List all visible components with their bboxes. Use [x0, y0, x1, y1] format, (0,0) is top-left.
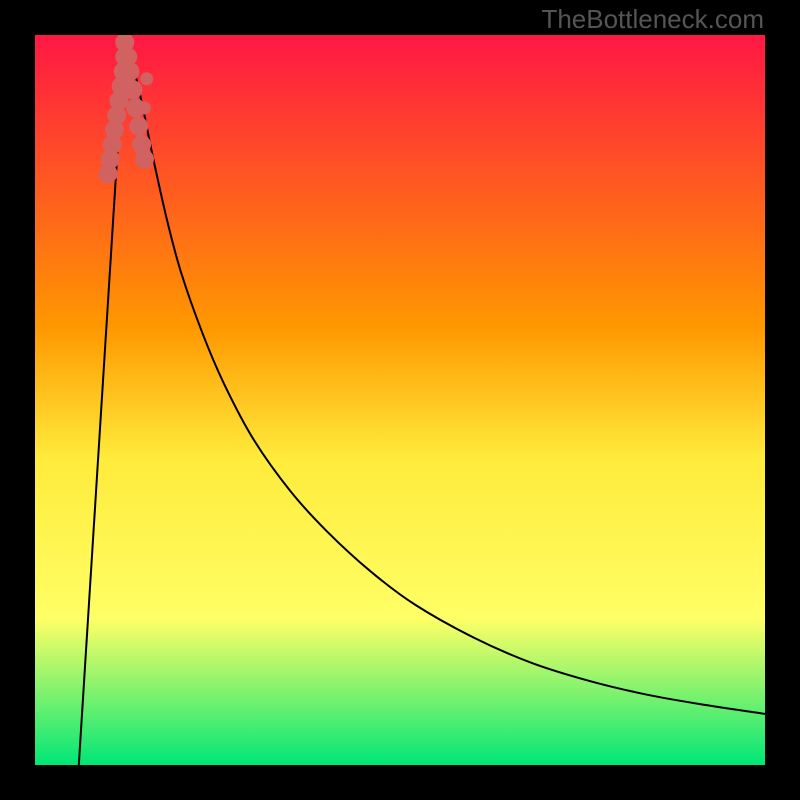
- data-dot: [139, 102, 151, 114]
- data-dot: [136, 150, 154, 168]
- data-dot: [124, 81, 142, 99]
- data-dot: [141, 73, 153, 85]
- plot-svg: [35, 35, 765, 765]
- plot-area: [35, 35, 765, 765]
- data-dot: [121, 63, 139, 81]
- data-dot: [130, 117, 148, 135]
- watermark-text: TheBottleneck.com: [541, 4, 764, 35]
- chart-stage: TheBottleneck.com: [0, 0, 800, 800]
